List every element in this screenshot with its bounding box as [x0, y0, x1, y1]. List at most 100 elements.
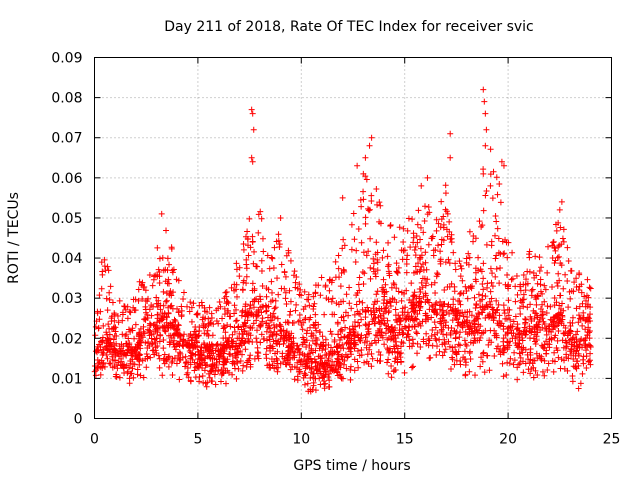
data-point: [447, 365, 454, 372]
data-point: [354, 308, 361, 315]
data-point: [125, 335, 132, 342]
data-point: [381, 305, 388, 312]
data-point: [504, 254, 511, 261]
data-point: [560, 285, 567, 292]
data-point: [173, 360, 180, 367]
data-point: [188, 304, 195, 311]
data-point: [390, 280, 397, 287]
data-point: [518, 299, 525, 306]
data-point: [433, 227, 440, 234]
data-point: [207, 319, 214, 326]
data-point: [547, 303, 554, 310]
data-point: [229, 331, 236, 338]
data-point: [260, 303, 267, 310]
data-point: [321, 381, 328, 388]
data-point: [328, 298, 335, 305]
data-point: [492, 232, 499, 239]
data-point: [104, 335, 111, 342]
data-point: [129, 365, 136, 372]
data-point: [440, 213, 447, 220]
data-point: [400, 225, 407, 232]
data-point: [104, 307, 111, 314]
data-point: [408, 280, 415, 287]
data-point: [578, 289, 585, 296]
data-point: [223, 298, 230, 305]
data-point: [521, 324, 528, 331]
data-point: [129, 327, 136, 334]
data-point: [373, 239, 380, 246]
data-point: [232, 318, 239, 325]
data-point: [506, 360, 513, 367]
data-point: [441, 339, 448, 346]
data-point: [307, 374, 314, 381]
data-point: [424, 174, 431, 181]
data-point: [301, 316, 308, 323]
data-point: [512, 298, 519, 305]
data-point: [256, 293, 263, 300]
data-point: [586, 341, 593, 348]
data-point: [396, 321, 403, 328]
data-point: [582, 335, 589, 342]
data-point: [446, 228, 453, 235]
data-point: [178, 307, 185, 314]
data-point: [378, 317, 385, 324]
data-point: [329, 366, 336, 373]
data-point: [326, 377, 333, 384]
x-tick-label: 10: [292, 432, 310, 448]
data-point: [413, 233, 420, 240]
data-point: [502, 281, 509, 288]
data-point: [235, 323, 242, 330]
y-tick-label: 0.02: [51, 331, 82, 347]
data-point: [231, 302, 238, 309]
data-point: [296, 281, 303, 288]
data-point: [367, 264, 374, 271]
data-point: [265, 286, 272, 293]
data-point: [243, 280, 250, 287]
data-point: [335, 301, 342, 308]
data-point: [126, 380, 133, 387]
data-point: [321, 311, 328, 318]
data-point: [393, 299, 400, 306]
data-point: [351, 311, 358, 318]
data-point: [248, 154, 255, 161]
data-point: [271, 305, 278, 312]
data-point: [350, 210, 357, 217]
data-point: [403, 269, 410, 276]
data-point: [172, 317, 179, 324]
data-point: [203, 383, 210, 390]
data-point: [412, 243, 419, 250]
data-point: [340, 298, 347, 305]
data-point: [274, 356, 281, 363]
data-point: [294, 364, 301, 371]
data-point: [384, 263, 391, 270]
data-point: [105, 342, 112, 349]
data-point: [530, 374, 537, 381]
data-point: [314, 337, 321, 344]
data-point: [393, 342, 400, 349]
data-point: [412, 252, 419, 259]
data-point: [237, 358, 244, 365]
data-point: [553, 299, 560, 306]
data-point: [385, 335, 392, 342]
data-point: [219, 345, 226, 352]
data-point: [289, 363, 296, 370]
data-point: [259, 283, 266, 290]
data-point: [503, 239, 510, 246]
data-point: [271, 358, 278, 365]
data-point: [106, 296, 113, 303]
data-point: [267, 298, 274, 305]
data-point: [583, 292, 590, 299]
data-point: [417, 236, 424, 243]
data-point: [464, 322, 471, 329]
data-point: [449, 354, 456, 361]
data-point: [283, 252, 290, 259]
data-point: [385, 349, 392, 356]
data-point: [471, 317, 478, 324]
data-point: [206, 341, 213, 348]
data-point: [337, 345, 344, 352]
data-point: [103, 295, 110, 302]
data-point: [435, 220, 442, 227]
data-point: [231, 324, 238, 331]
data-point: [541, 357, 548, 364]
data-point: [382, 281, 389, 288]
